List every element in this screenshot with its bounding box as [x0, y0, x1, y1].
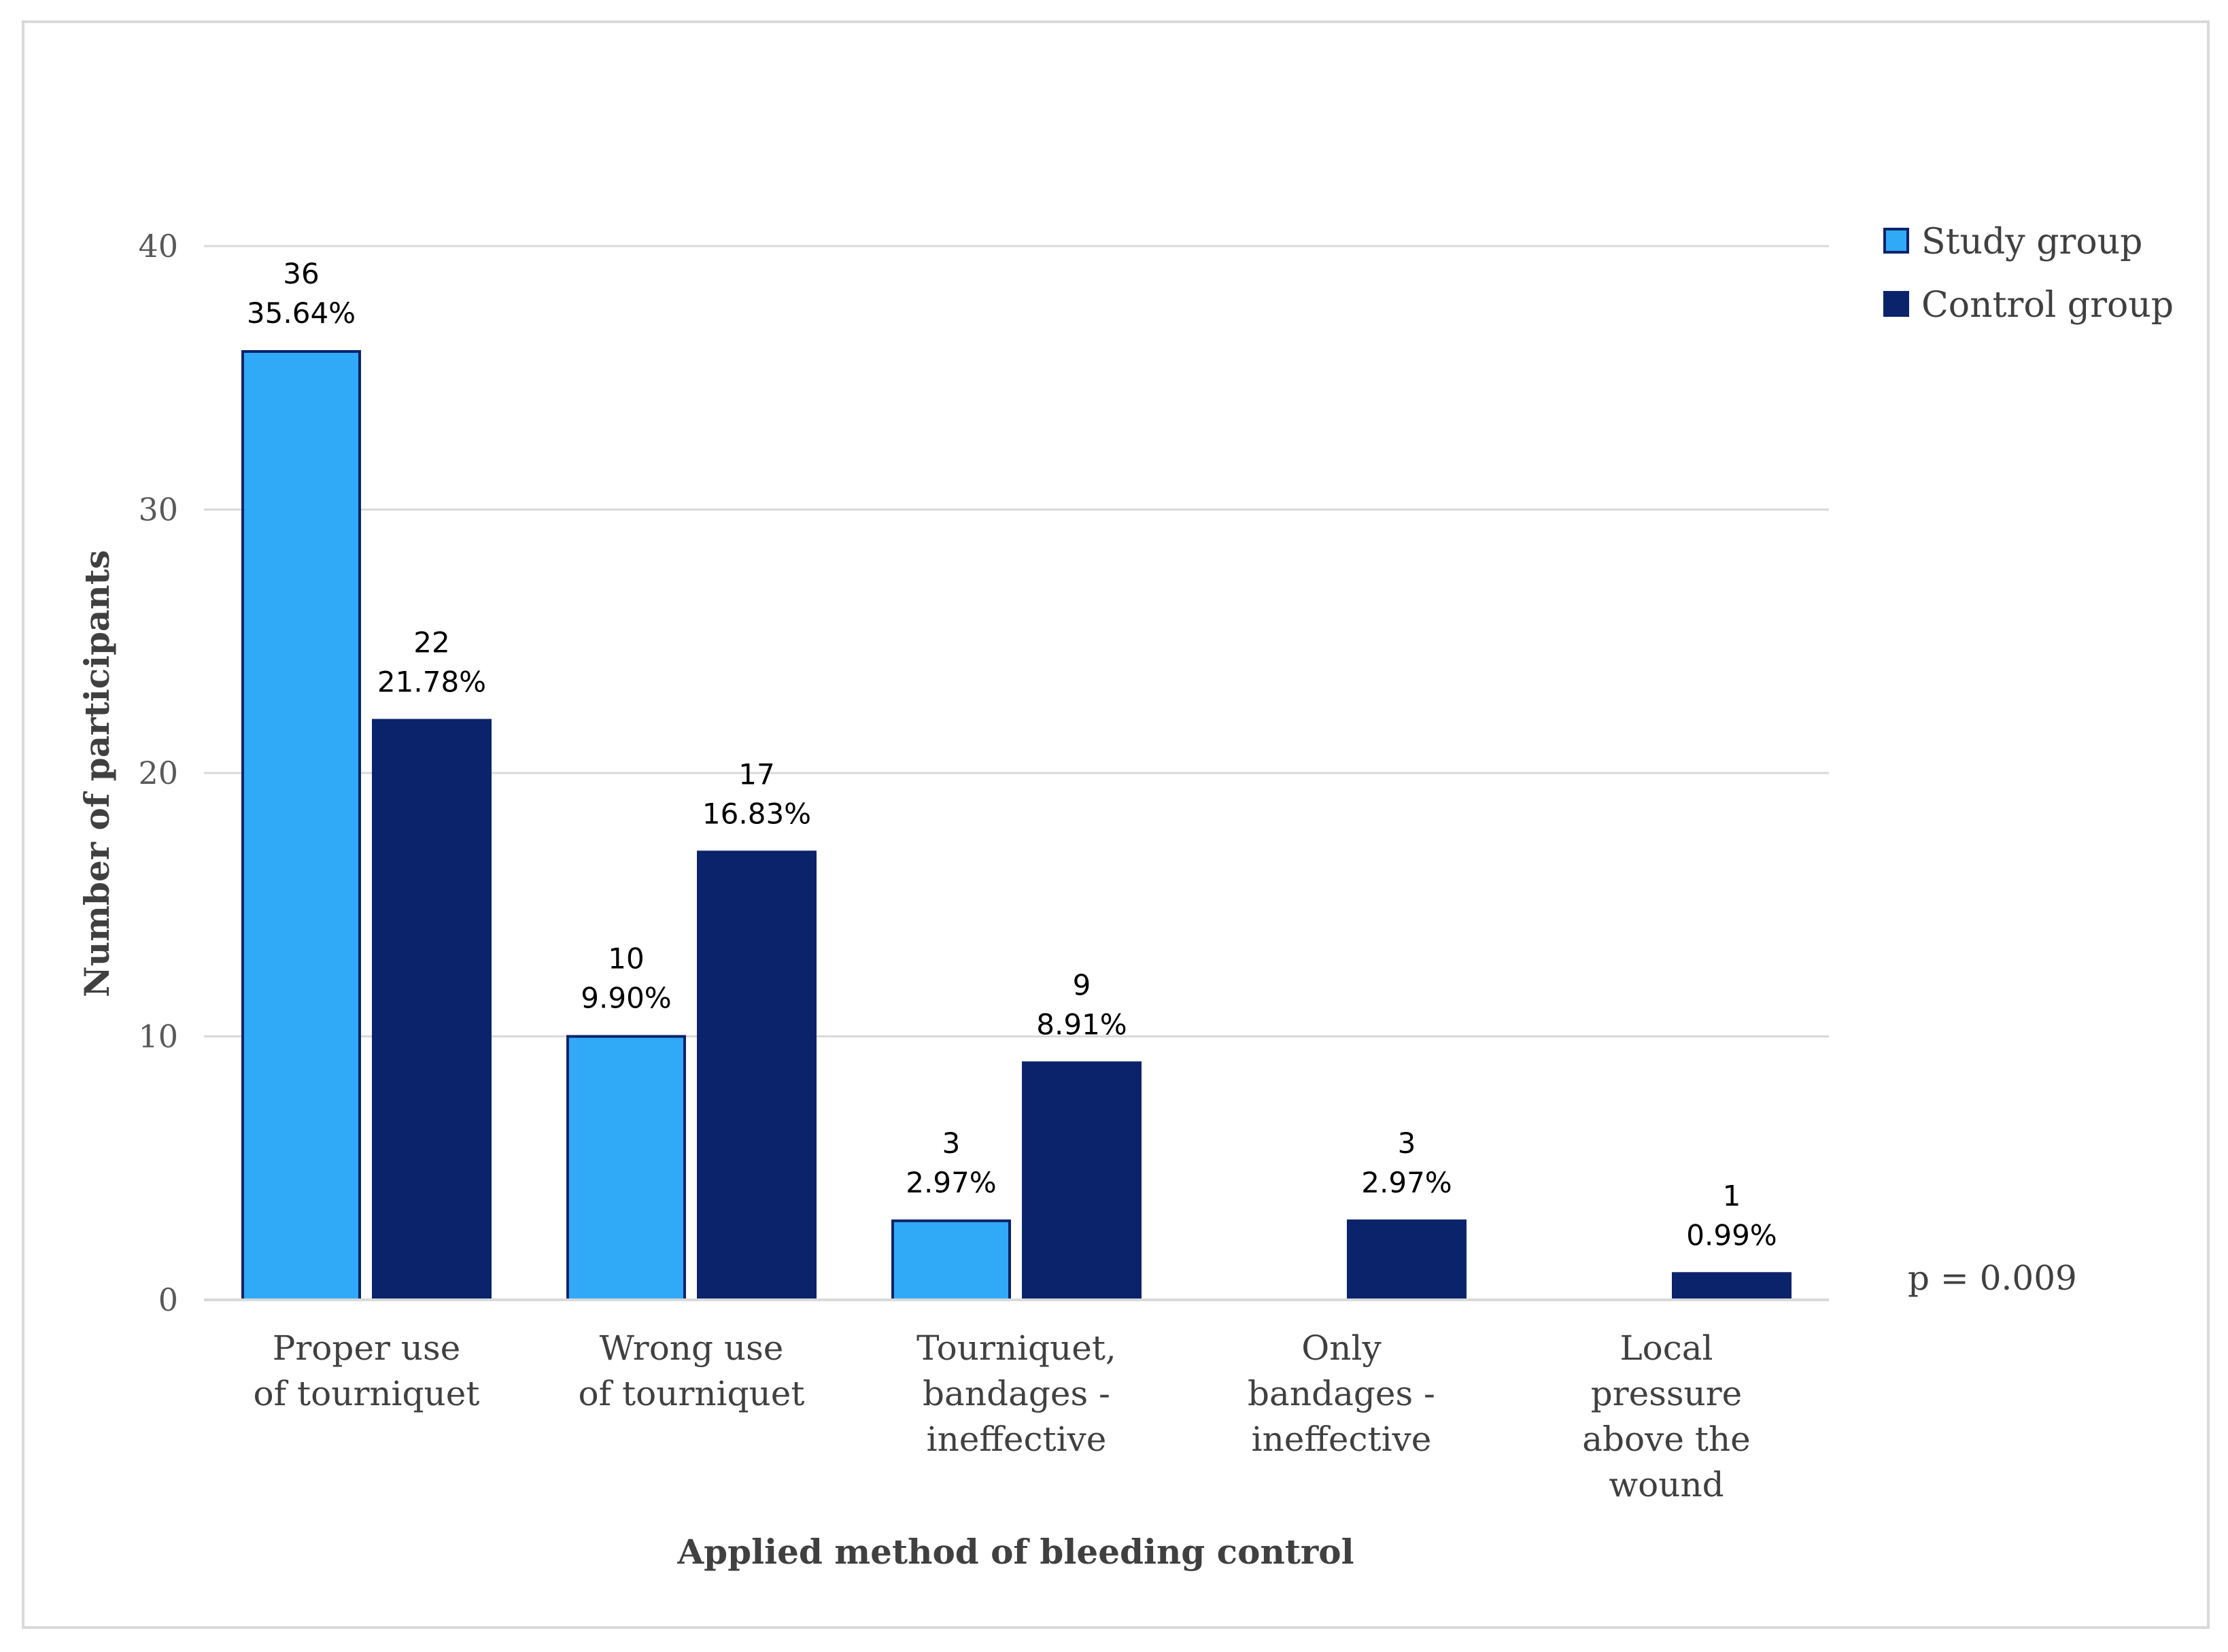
- data-labels: 36 35.64% 22 21.78% 10 9.90% 17 16.83% 3 2.97% 9 8.…: [247, 257, 1777, 1252]
- axes: 0 10 20 30 40 Proper use of tourniquet Wrong us…: [138, 228, 1829, 1504]
- bar-percent-label: 16.83%: [702, 797, 811, 830]
- legend-label: Study group: [1921, 222, 2142, 262]
- bar-count-label: 36: [283, 257, 319, 290]
- study-bar: [891, 1219, 1011, 1301]
- bar-percent-label: 8.91%: [1036, 1008, 1127, 1041]
- x-category-label: Only bandages -ineffective: [1248, 1328, 1435, 1459]
- bar-count-label: 3: [1398, 1126, 1416, 1160]
- bar-count-label: 9: [1073, 968, 1091, 1001]
- y-axis-title: Number of participants: [77, 550, 117, 997]
- x-category-label: Wrong use of tourniquet: [579, 1328, 805, 1413]
- y-tick-label: 30: [138, 492, 178, 528]
- control-bar: [1022, 1061, 1142, 1301]
- bar-count-label: 10: [608, 942, 644, 976]
- bar-percent-label: 35.64%: [247, 296, 356, 330]
- study-bar: [566, 1035, 686, 1301]
- study-bar: [241, 350, 361, 1301]
- control-bar: [372, 719, 492, 1301]
- bars: [241, 350, 1792, 1301]
- study-legend-swatch: [1883, 228, 1909, 254]
- bar-percent-label: 2.97%: [1361, 1166, 1452, 1199]
- y-tick-label: 40: [138, 228, 178, 264]
- p-value-annotation: p = 0.009: [1908, 1258, 2077, 1298]
- bar-percent-label: 2.97%: [906, 1166, 996, 1199]
- bar-count-label: 22: [413, 626, 449, 659]
- control-legend-swatch: [1883, 291, 1909, 317]
- x-category-label: Proper use of tourniquet: [254, 1328, 480, 1413]
- y-tick-label: 0: [158, 1281, 178, 1318]
- x-category-label: Tourniquet, bandages -ineffective: [916, 1328, 1116, 1459]
- x-axis-title: Applied method of bleeding control: [676, 1532, 1354, 1572]
- control-bar: [1672, 1272, 1792, 1301]
- bar-percent-label: 9.90%: [581, 982, 671, 1015]
- y-tick-label: 10: [138, 1018, 178, 1055]
- bar-count-label: 17: [738, 757, 774, 791]
- x-category-label: Local pressure above the wound: [1582, 1328, 1751, 1504]
- bar-percent-label: 0.99%: [1686, 1218, 1777, 1252]
- chart-frame: [22, 20, 2210, 1629]
- legend-label: Control group: [1921, 285, 2174, 326]
- control-bar: [697, 850, 817, 1301]
- y-tick-label: 20: [138, 755, 178, 791]
- bar-count-label: 3: [942, 1126, 961, 1160]
- control-bar: [1347, 1219, 1467, 1301]
- legend: Study group Control group: [1883, 222, 2174, 326]
- bar-percent-label: 21.78%: [377, 666, 486, 699]
- bar-count-label: 1: [1723, 1179, 1741, 1212]
